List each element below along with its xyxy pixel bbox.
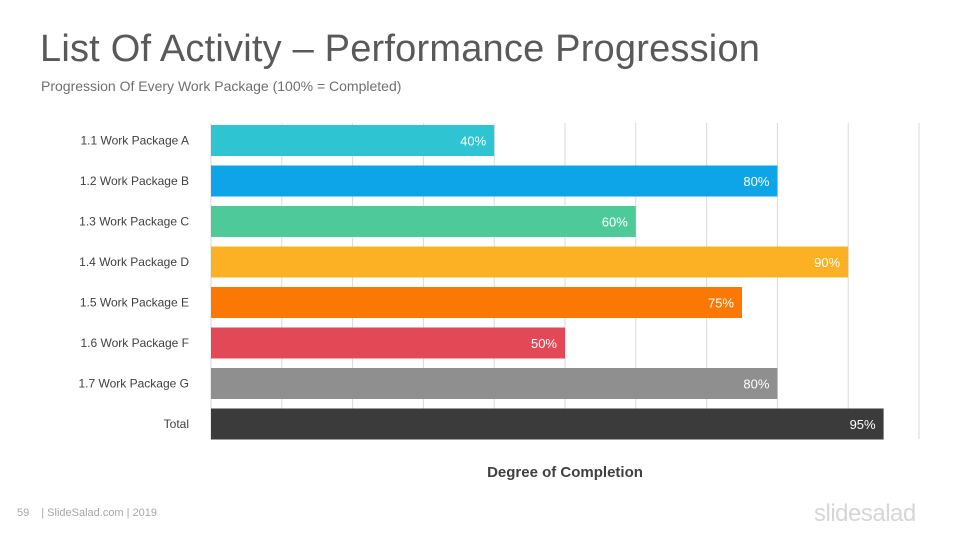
data-label: 95%: [850, 417, 876, 432]
data-label: 90%: [814, 255, 840, 270]
page-subtitle: Progression Of Every Work Package (100% …: [41, 78, 402, 94]
bars: [211, 125, 884, 440]
data-label: 80%: [743, 174, 769, 189]
data-label: 75%: [708, 296, 734, 311]
value-labels: 40% 80% 60% 90% 75% 50% 80% 95%: [460, 134, 876, 433]
category-label: Total: [164, 417, 189, 431]
bar: [211, 165, 778, 197]
category-label: 1.4 Work Package D: [79, 255, 189, 269]
bar: [211, 125, 495, 156]
slidesalad-logo: slidesalad: [814, 500, 916, 527]
footer-credit: | SlideSalad.com | 2019: [41, 507, 158, 519]
bar: [211, 408, 884, 440]
bar: [211, 206, 636, 237]
page-title: List Of Activity – Performance Progressi…: [40, 28, 761, 70]
data-label: 80%: [743, 377, 769, 392]
category-label: 1.2 Work Package B: [80, 174, 189, 188]
category-label: 1.6 Work Package F: [81, 336, 190, 350]
x-axis-title: Degree of Completion: [487, 464, 643, 481]
bar: [211, 246, 849, 278]
category-labels: 1.1 Work Package A 1.2 Work Package B 1.3 …: [79, 134, 190, 432]
category-label: 1.5 Work Package E: [80, 296, 189, 310]
bar: [211, 287, 742, 318]
data-label: 40%: [460, 134, 486, 149]
category-label: 1.7 Work Package G: [79, 377, 190, 391]
footer: 59 | SlideSalad.com | 2019: [17, 507, 157, 519]
category-label: 1.1 Work Package A: [80, 134, 189, 148]
category-label: 1.3 Work Package C: [79, 215, 189, 229]
data-label: 60%: [602, 215, 628, 230]
bar: [211, 327, 565, 359]
page-number: 59: [17, 507, 30, 519]
data-label: 50%: [531, 336, 557, 351]
bar: [211, 368, 778, 399]
